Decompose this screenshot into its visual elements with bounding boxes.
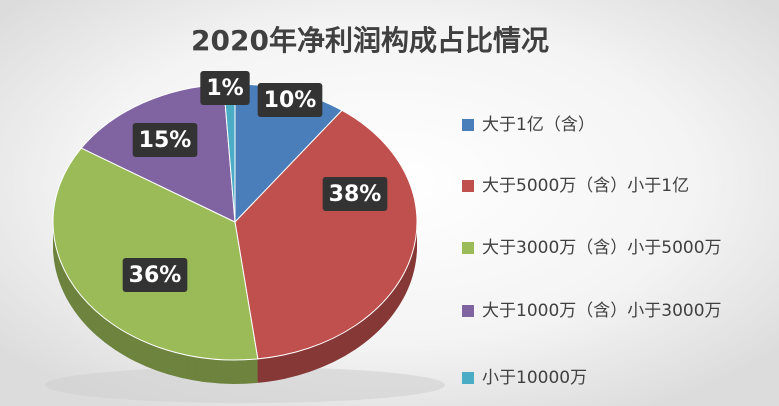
value-label: 1% <box>206 76 243 101</box>
value-label-box <box>200 71 250 105</box>
value-label: 10% <box>264 88 317 113</box>
chart-title: 2020年净利润构成占比情况 <box>191 24 549 57</box>
value-label-box <box>257 83 323 117</box>
legend-label: 大于5000万（含）小于1亿 <box>482 176 689 196</box>
legend-swatch <box>462 119 474 131</box>
value-label: 38% <box>329 182 382 207</box>
legend-swatch <box>462 242 474 254</box>
value-label-box <box>322 177 388 211</box>
slice <box>52 147 259 361</box>
legend-label: 小于10000万 <box>482 368 587 388</box>
value-label-box <box>132 123 198 157</box>
slice <box>234 109 418 360</box>
legend-label: 大于1000万（含）小于3000万 <box>482 301 722 321</box>
legend-swatch <box>462 305 474 317</box>
value-label-box <box>122 258 188 292</box>
value-label: 36% <box>129 263 182 288</box>
legend-swatch <box>462 180 474 192</box>
legend-swatch <box>462 372 474 384</box>
legend-label: 大于1亿（含） <box>482 115 595 135</box>
legend-label: 大于3000万（含）小于5000万 <box>482 238 722 258</box>
shadow <box>45 367 445 403</box>
value-label: 15% <box>139 128 192 153</box>
